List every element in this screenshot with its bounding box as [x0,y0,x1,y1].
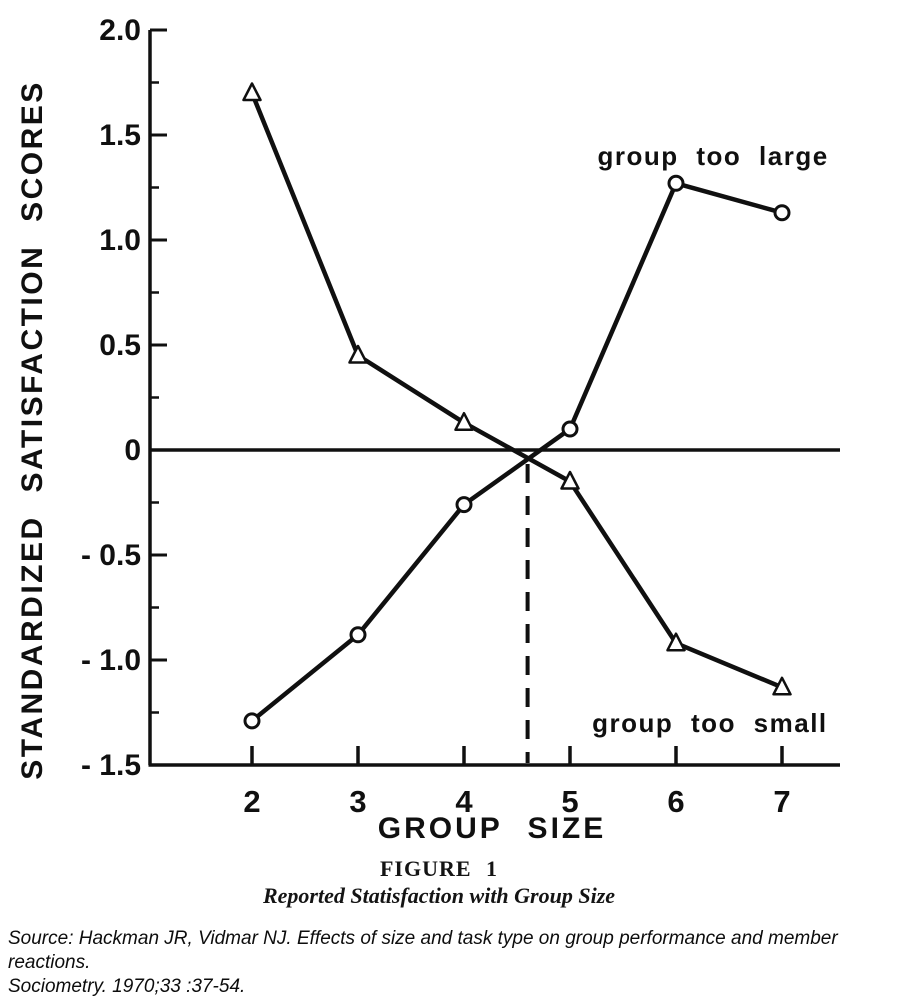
y-axis-title: STANDARDIZED SATISFACTION SCORES [16,80,49,780]
series-group-too-large [243,174,791,730]
chart-svg: 2.0 1.5 1.0 0.5 0 - 0.5 - 1.0 - 1.5 2 3 4 5 6 7 STANDA… [16,14,840,845]
figure-label: FIGURE 1 [379,856,499,881]
y-tick-label: 0.5 [99,329,141,362]
x-tick-label: 7 [773,784,790,819]
data-point-circle [561,420,579,438]
series-group-too-small [242,82,792,696]
data-point-circle [455,496,473,514]
data-point-triangle [666,632,686,652]
axes [148,28,840,767]
data-point-circle [349,626,367,644]
data-point-circle [773,204,791,222]
source-line-2: Sociometry. 1970;33 :37-54. [8,976,246,997]
data-point-circle [243,712,261,730]
figure-caption: FIGURE 1 Reported Statisfaction with Gro… [0,856,878,909]
data-point-triangle [242,82,262,102]
data-point-triangle [772,676,792,696]
y-tick-label: 2.0 [99,14,141,47]
data-point-circle [667,174,685,192]
x-tick-label: 4 [455,784,473,819]
x-tick-label: 6 [667,784,684,819]
y-tick-label: 0 [124,434,141,467]
data-point-triangle [454,411,474,431]
y-tick-label: 1.5 [99,119,141,152]
source-citation: Source: Hackman JR, Vidmar NJ. Effects o… [8,927,900,999]
y-tick-label: - 1.0 [81,644,141,677]
x-axis-title: GROUP SIZE [378,812,606,845]
x-tick-label: 3 [349,784,366,819]
series-label-circle: group too large [598,141,829,171]
data-point-triangle [348,344,368,364]
source-line-1: Source: Hackman JR, Vidmar NJ. Effects o… [8,928,838,973]
figure-title: Reported Statisfaction with Group Size [262,883,616,908]
series-line [249,181,785,724]
series-label-triangle: group too small [592,708,828,738]
y-tick-label: - 0.5 [81,539,141,572]
satisfaction-chart: 2.0 1.5 1.0 0.5 0 - 0.5 - 1.0 - 1.5 2 3 4 5 6 7 STANDA… [16,14,840,845]
data-point-triangle [560,470,580,490]
y-tick-label: - 1.5 [81,749,141,782]
x-tick-label: 5 [561,784,578,819]
series-line [249,90,785,690]
y-tick-label: 1.0 [99,224,141,257]
x-tick-label: 2 [243,784,260,819]
